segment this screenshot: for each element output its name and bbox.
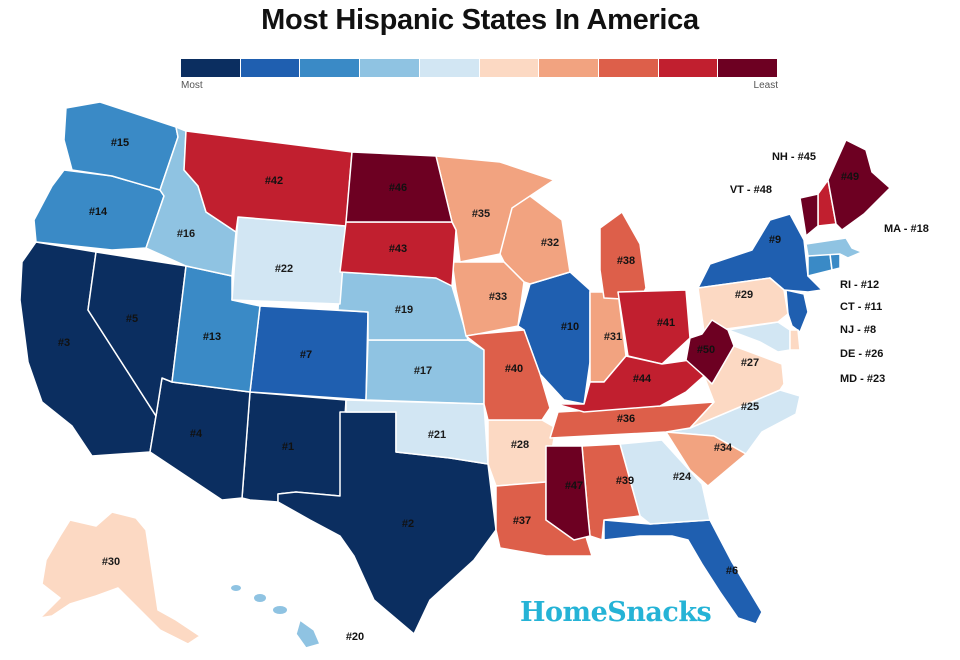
state-mo[interactable]	[465, 329, 551, 421]
rank-label-hi: #20	[346, 631, 364, 643]
legend-swatch-1	[181, 59, 241, 77]
state-ri[interactable]	[829, 253, 841, 271]
rank-label-ms: #47	[565, 480, 583, 492]
rank-label-nd: #46	[389, 182, 407, 194]
state-oh[interactable]	[617, 289, 691, 365]
rank-label-ut: #13	[203, 331, 221, 343]
rank-label-mi: #38	[617, 255, 635, 267]
rank-labels-layer: #1 #2 #3 #4 #5 #6 #7 #9 #10 #13 #14 #15 #16 #17 #19 #20…	[58, 137, 859, 643]
callout-ri: RI - #12	[840, 279, 879, 291]
rank-label-co: #7	[300, 349, 312, 361]
legend-swatch-6	[479, 59, 540, 77]
callout-de: DE - #26	[840, 348, 883, 360]
rank-label-wv: #50	[697, 344, 715, 356]
rank-label-la: #37	[513, 515, 531, 527]
rank-label-oh: #41	[657, 317, 675, 329]
rank-label-sc: #34	[714, 442, 733, 454]
rank-label-az: #4	[190, 428, 203, 440]
rank-label-wa: #15	[111, 137, 129, 149]
hawaii-island-2	[254, 594, 266, 602]
rank-label-pa: #29	[735, 289, 753, 301]
rank-label-ga: #24	[673, 471, 692, 483]
rank-label-il: #10	[561, 321, 579, 333]
homesnacks-logo: HomeSnacks	[520, 597, 712, 628]
callouts-layer: NH - #45 VT - #48 MA - #18 RI - #12 CT - #11…	[730, 151, 929, 385]
legend-swatch-9	[658, 59, 719, 77]
rank-label-nc: #25	[741, 401, 759, 413]
callout-nj: NJ - #8	[840, 324, 876, 336]
rank-label-ok: #21	[428, 429, 446, 441]
hawaii-island-1	[231, 585, 241, 591]
state-fl[interactable]	[603, 519, 763, 625]
state-nj[interactable]	[785, 289, 809, 333]
state-wy[interactable]	[231, 216, 347, 305]
rank-label-nm: #1	[282, 441, 294, 453]
rank-label-ak: #30	[102, 556, 120, 568]
callout-md: MD - #23	[840, 373, 885, 385]
color-legend	[181, 59, 779, 77]
state-ms[interactable]	[545, 445, 591, 541]
rank-label-wy: #22	[275, 263, 293, 275]
rank-label-tn: #36	[617, 413, 635, 425]
state-nd[interactable]	[345, 151, 453, 223]
legend-swatch-2	[240, 59, 301, 77]
callout-ma: MA - #18	[884, 223, 929, 235]
state-hi[interactable]	[295, 619, 321, 649]
legend-min-label: Most	[181, 80, 203, 91]
rank-label-fl: #6	[726, 565, 738, 577]
legend-swatch-10	[718, 59, 779, 77]
state-ct[interactable]	[807, 253, 833, 277]
rank-label-in: #31	[604, 331, 622, 343]
rank-label-sd: #43	[389, 243, 407, 255]
rank-label-ne: #19	[395, 304, 413, 316]
state-sc[interactable]	[665, 431, 747, 487]
rank-label-ny: #9	[769, 234, 781, 246]
state-me[interactable]	[827, 139, 891, 231]
rank-label-ia: #33	[489, 291, 507, 303]
legend-swatch-8	[598, 59, 659, 77]
states-layer	[19, 101, 891, 649]
rank-label-wi: #32	[541, 237, 559, 249]
rank-label-va: #27	[741, 357, 759, 369]
rank-label-mn: #35	[472, 208, 490, 220]
state-ky[interactable]	[555, 355, 705, 413]
rank-label-mo: #40	[505, 363, 523, 375]
rank-label-ca: #3	[58, 337, 70, 349]
state-ok[interactable]	[345, 399, 489, 465]
state-de[interactable]	[789, 329, 801, 351]
legend-swatch-4	[360, 59, 420, 77]
rank-label-id: #16	[177, 228, 195, 240]
state-ia[interactable]	[451, 261, 525, 337]
callout-ct: CT - #11	[840, 301, 882, 313]
state-wv[interactable]	[685, 319, 735, 385]
state-ma[interactable]	[805, 237, 863, 259]
callout-nh: NH - #45	[772, 151, 816, 163]
legend-swatch-5	[419, 59, 480, 77]
state-ak[interactable]	[39, 511, 201, 645]
state-vt[interactable]	[799, 193, 819, 237]
state-il[interactable]	[517, 271, 591, 405]
legend-swatch-7	[539, 59, 599, 77]
rank-label-ky: #44	[633, 373, 652, 385]
map-title: Most Hispanic States In America	[261, 4, 699, 36]
state-wi[interactable]	[499, 195, 571, 285]
rank-label-al: #39	[616, 475, 634, 487]
rank-label-nv: #5	[126, 313, 138, 325]
rank-label-ar: #28	[511, 439, 529, 451]
legend-swatch-3	[300, 59, 361, 77]
rank-label-tx: #2	[402, 518, 414, 530]
legend-max-label: Least	[753, 80, 778, 91]
callout-vt: VT - #48	[730, 184, 772, 196]
rank-label-or: #14	[89, 206, 108, 218]
rank-label-me: #49	[841, 171, 859, 183]
hawaii-island-3	[273, 606, 287, 614]
rank-label-ks: #17	[414, 365, 432, 377]
rank-label-mt: #42	[265, 175, 283, 187]
